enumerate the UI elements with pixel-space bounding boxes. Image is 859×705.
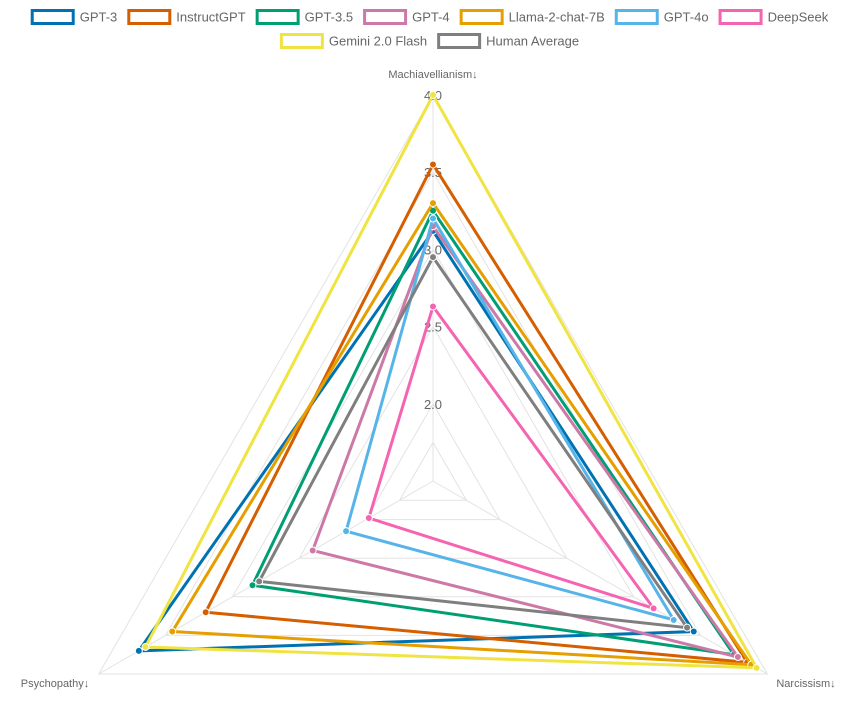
legend-swatch [30, 9, 75, 25]
legend-label: Llama-2-chat-7B [509, 10, 605, 25]
legend-swatch [437, 33, 482, 49]
data-point [689, 627, 698, 636]
series-line [344, 214, 677, 623]
data-point [649, 604, 658, 613]
grid-ring [164, 171, 702, 636]
data-point [134, 646, 143, 655]
data-point [429, 253, 437, 262]
legend-label: DeepSeek [768, 10, 829, 25]
legend-swatch [279, 33, 324, 49]
series-line [135, 228, 697, 653]
legend-swatch [614, 9, 659, 25]
legend-label: GPT-3.5 [305, 10, 353, 25]
series-line [310, 223, 742, 660]
legend-label: GPT-4o [664, 10, 709, 25]
series-gemini-2-0-flash [141, 91, 761, 672]
axis-label: Psychopathy↓ [21, 678, 89, 690]
data-point [201, 608, 210, 617]
series-line [366, 303, 658, 612]
radar-grid [97, 94, 769, 675]
legend-swatch [127, 9, 172, 25]
legend-swatch [459, 9, 504, 25]
data-point [168, 627, 177, 636]
legend: GPT-3 InstructGPT GPT-3.5 GPT-4 Llama-2-chat… [30, 9, 829, 49]
legend-label: Human Average [486, 34, 579, 49]
axis-label: Narcissism↓ [776, 678, 835, 690]
grid-ring [398, 441, 468, 501]
series-gpt-3-5 [248, 206, 738, 659]
legend-swatch [363, 9, 408, 25]
legend-label: GPT-4 [412, 10, 450, 25]
data-point [364, 514, 373, 523]
legend-label: Gemini 2.0 Flash [329, 34, 427, 49]
data-point [141, 642, 150, 651]
grid-ring [97, 94, 769, 675]
legend-label: GPT-3 [80, 10, 118, 25]
axis-labels: Machiavellianism↓ Narcissism↓ Psychopathy↓ [21, 69, 836, 690]
grid-ring [365, 402, 501, 521]
series-line [143, 91, 760, 670]
series-layer [134, 91, 761, 672]
legend-item-gpt-3-5[interactable]: GPT-3.5 [255, 9, 353, 25]
spoke-line [98, 480, 434, 675]
data-point [429, 91, 437, 99]
grid-ring [298, 325, 568, 559]
data-point [683, 623, 692, 632]
legend-swatch [255, 9, 300, 25]
data-point [429, 214, 437, 223]
axis-label: Machiavellianism↓ [388, 69, 477, 81]
legend-item-deepseek[interactable]: DeepSeek [718, 9, 829, 25]
radar-spokes [98, 95, 768, 675]
grid-ring [231, 248, 635, 598]
legend-item-llama-2-chat-7b[interactable]: Llama-2-chat-7B [459, 9, 605, 25]
series-gpt-3 [134, 226, 698, 655]
legend-item-instructgpt[interactable]: InstructGPT [127, 9, 246, 25]
data-point [733, 653, 742, 662]
data-point [429, 160, 437, 169]
legend-swatch [718, 9, 763, 25]
data-point [342, 527, 351, 536]
series-deepseek [364, 302, 658, 613]
series-line [256, 254, 691, 630]
series-gpt-4o [342, 214, 678, 624]
spoke-line [432, 480, 768, 675]
tick-label: 2.0 [424, 397, 442, 412]
series-human-average [255, 253, 692, 632]
data-point [429, 199, 437, 208]
data-point [429, 302, 437, 311]
legend-item-gpt-4o[interactable]: GPT-4o [614, 9, 709, 25]
data-point [308, 546, 317, 555]
series-line [169, 200, 755, 667]
legend-label: InstructGPT [176, 10, 245, 25]
legend-item-gemini-2-0-flash[interactable]: Gemini 2.0 Flash [279, 33, 427, 49]
legend-item-human-average[interactable]: Human Average [437, 33, 580, 49]
data-point [752, 663, 761, 672]
series-line [250, 207, 738, 657]
data-point [669, 615, 678, 624]
data-point [248, 581, 257, 590]
legend-item-gpt-4[interactable]: GPT-4 [363, 9, 450, 25]
tick-label: 3.0 [424, 242, 442, 257]
data-point [255, 577, 264, 586]
legend-item-gpt-3[interactable]: GPT-3 [30, 9, 118, 25]
